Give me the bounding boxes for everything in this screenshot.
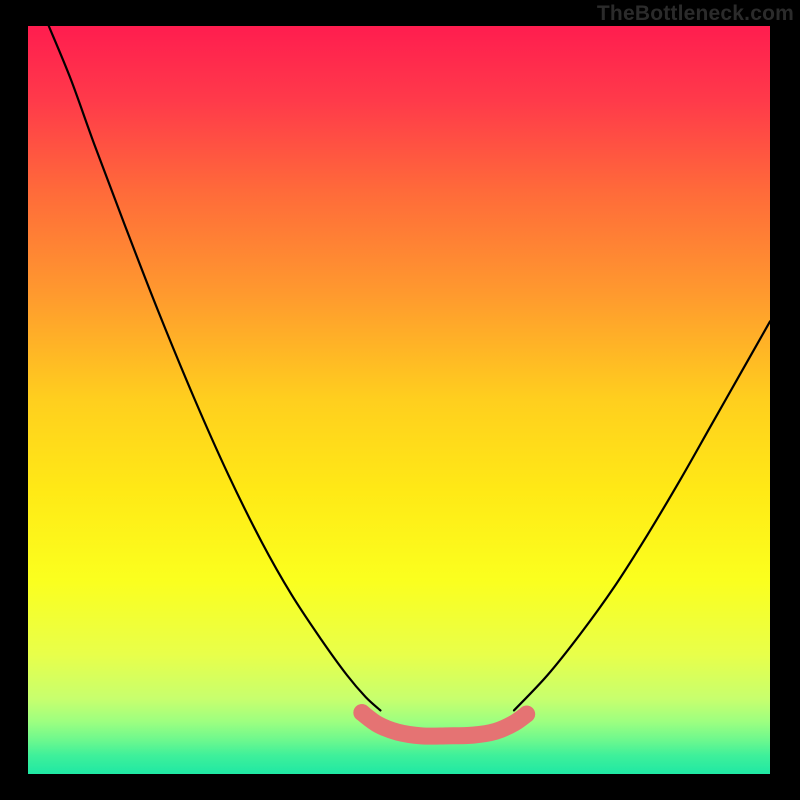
watermark-text: TheBottleneck.com [597,2,794,26]
trough-end-dot [518,706,535,723]
trough-end-dot [353,704,370,721]
stage: TheBottleneck.com [0,0,800,800]
bottleneck-chart [0,0,800,800]
plot-background [28,26,770,774]
